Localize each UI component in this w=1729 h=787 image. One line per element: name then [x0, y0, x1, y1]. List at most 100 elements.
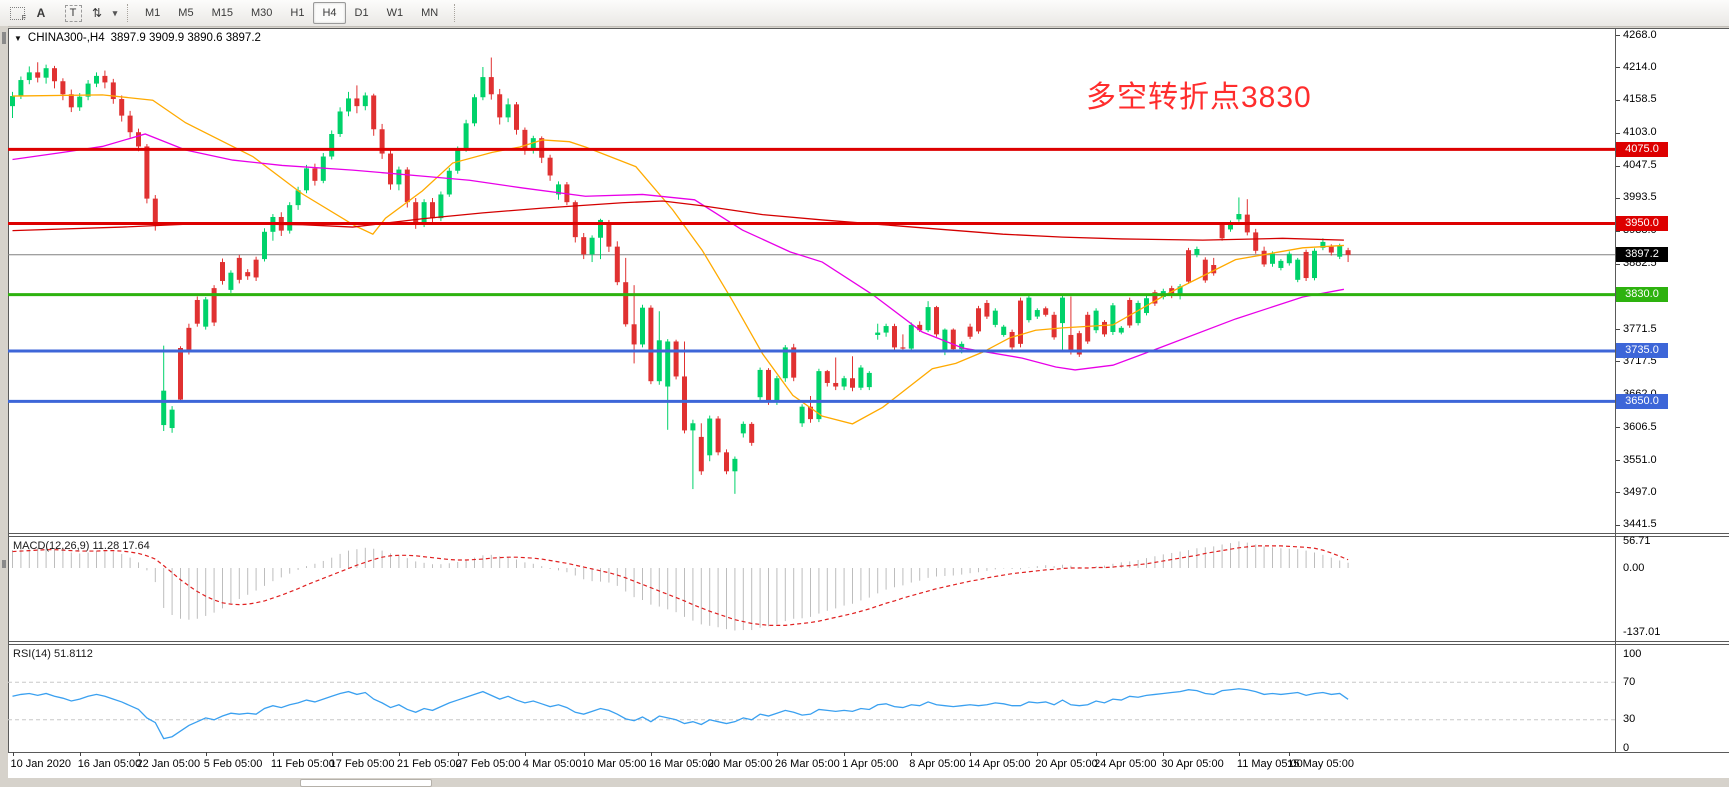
time-tick-label: 16 Jan 05:00 [77, 758, 142, 770]
time-tick-label: 11 May 05:00 [1236, 758, 1303, 770]
price-tick [1616, 361, 1620, 363]
time-tick-label: 22 Jan 05:00 [136, 758, 201, 770]
toolbar: F A T ⇅ ▾ M1 M5 M15 M30 H1 H4 D1 W1 MN [0, 0, 1729, 27]
timeframe-button-mn[interactable]: MN [421, 7, 439, 19]
hline-price-badge: 3830.0 [1616, 287, 1668, 303]
price-tick [1616, 132, 1620, 134]
textbox-t-glyph: T [64, 4, 82, 22]
macd-pane[interactable] [8, 538, 1615, 641]
time-tick [524, 752, 526, 756]
chart-left-border [8, 28, 9, 753]
time-tick [1096, 752, 1098, 756]
time-tick [331, 752, 333, 756]
time-tick [457, 752, 459, 756]
time-tick-label: 14 Apr 05:00 [968, 758, 1031, 770]
arrows-icon[interactable]: ⇅ [91, 6, 103, 20]
timeframe-button-h4[interactable]: H4 [313, 2, 346, 24]
price-tick-label: 3771.5 [1623, 322, 1657, 335]
price-tick-label: 4214.0 [1623, 60, 1657, 73]
time-tick [583, 752, 585, 756]
time-tick [12, 752, 14, 756]
label-a-icon[interactable]: A [36, 6, 46, 20]
timeframe-button-m30[interactable]: M30 [250, 7, 273, 19]
left-edge-mark [2, 560, 6, 568]
time-tick [970, 752, 972, 756]
time-tick [911, 752, 913, 756]
rsi-label: RSI(14) 51.8112 [13, 648, 93, 660]
time-tick [1289, 752, 1291, 756]
price-tick-label: 4103.0 [1623, 126, 1657, 139]
timeframe-button-h1[interactable]: H1 [290, 7, 305, 19]
window-bottom-edge [0, 778, 1729, 786]
left-edge-mark [2, 32, 6, 44]
macd-tick-label: -137.01 [1623, 625, 1661, 638]
time-tick [650, 752, 652, 756]
time-tick-label: 20 Mar 05:00 [707, 758, 773, 770]
price-tick [1616, 329, 1620, 331]
caret-down-icon[interactable]: ▾ [112, 7, 118, 18]
rsi-name: RSI(14) [13, 648, 51, 660]
price-tick-label: 4268.0 [1623, 28, 1657, 41]
rsi-value: 51.8112 [53, 648, 93, 660]
macd-tick-label: 56.71 [1623, 534, 1651, 547]
ma-orange [12, 94, 1344, 425]
pane-separator-2b[interactable] [8, 644, 1729, 645]
rsi-line [12, 688, 1349, 740]
time-tick [1238, 752, 1240, 756]
grid-f-icon-glyph [9, 6, 25, 20]
hline-price-badge: 3950.0 [1616, 216, 1668, 231]
time-tick [844, 752, 846, 756]
pane-separator-2[interactable] [8, 641, 1729, 642]
toolbar-drag-handle[interactable] [127, 4, 129, 22]
toolbar-separator [454, 4, 456, 22]
textbox-t-icon[interactable]: T [62, 3, 84, 23]
time-tick [205, 752, 207, 756]
window-left-edge [0, 26, 8, 786]
chart-top-border [8, 28, 1729, 29]
rsi-tick-label: 70 [1623, 675, 1636, 688]
macd-signal-line [12, 545, 1349, 626]
grid-f-icon[interactable]: F [6, 3, 28, 23]
time-tick [79, 752, 81, 756]
price-tick [1616, 263, 1620, 265]
pane-separator-1b[interactable] [8, 536, 1729, 537]
time-tick [272, 752, 274, 756]
price-chart-pane[interactable] [8, 29, 1615, 533]
price-tick-label: 3497.0 [1623, 485, 1657, 498]
price-tick [1616, 492, 1620, 494]
time-tick-label: 17 Feb 05:00 [329, 758, 395, 770]
timeframe-button-m15[interactable]: M15 [211, 7, 233, 19]
time-tick-label: 20 Apr 05:00 [1035, 758, 1098, 770]
price-tick [1616, 427, 1620, 429]
current-price-badge: 3897.2 [1616, 247, 1668, 263]
timeframe-button-group: M1 M5 M15 M30 H1 H4 D1 W1 MN [136, 2, 447, 24]
rsi-tick-label: 100 [1623, 647, 1642, 660]
time-tick-label: 4 Mar 05:00 [522, 758, 582, 770]
ma-red [12, 200, 1344, 241]
hline-price-badge: 3735.0 [1616, 343, 1668, 359]
price-tick [1616, 99, 1620, 101]
collapse-marker-icon[interactable]: ▼ [14, 33, 22, 43]
price-tick [1616, 67, 1620, 68]
time-tick [709, 752, 711, 756]
time-tick [776, 752, 778, 756]
pane-separator-1[interactable] [8, 533, 1729, 534]
time-tick-label: 24 Apr 05:00 [1094, 758, 1157, 770]
ma-magenta [12, 133, 1345, 371]
price-tick [1616, 165, 1620, 167]
macd-values: 11.28 17.64 [92, 540, 150, 552]
time-tick-label: 8 Apr 05:00 [909, 758, 966, 770]
rsi-pane[interactable] [8, 646, 1615, 752]
chart-annotation-text[interactable]: 多空转折点3830 [1086, 81, 1312, 114]
timeframe-button-m1[interactable]: M1 [145, 7, 161, 19]
hline-price-badge: 3650.0 [1616, 393, 1668, 409]
macd-histogram [12, 541, 1349, 631]
timeframe-button-d1[interactable]: D1 [354, 7, 369, 19]
price-tick-label: 4158.5 [1623, 93, 1657, 106]
timeframe-button-m5[interactable]: M5 [178, 7, 194, 19]
chart-title: ▼ CHINA300-,H4 3897.9 3909.9 3890.6 3897… [14, 32, 261, 44]
price-tick [1616, 460, 1620, 462]
timeframe-button-w1[interactable]: W1 [386, 7, 404, 19]
grid-f-icon-label: F [21, 15, 26, 22]
hline-price-badge: 4075.0 [1616, 141, 1668, 157]
